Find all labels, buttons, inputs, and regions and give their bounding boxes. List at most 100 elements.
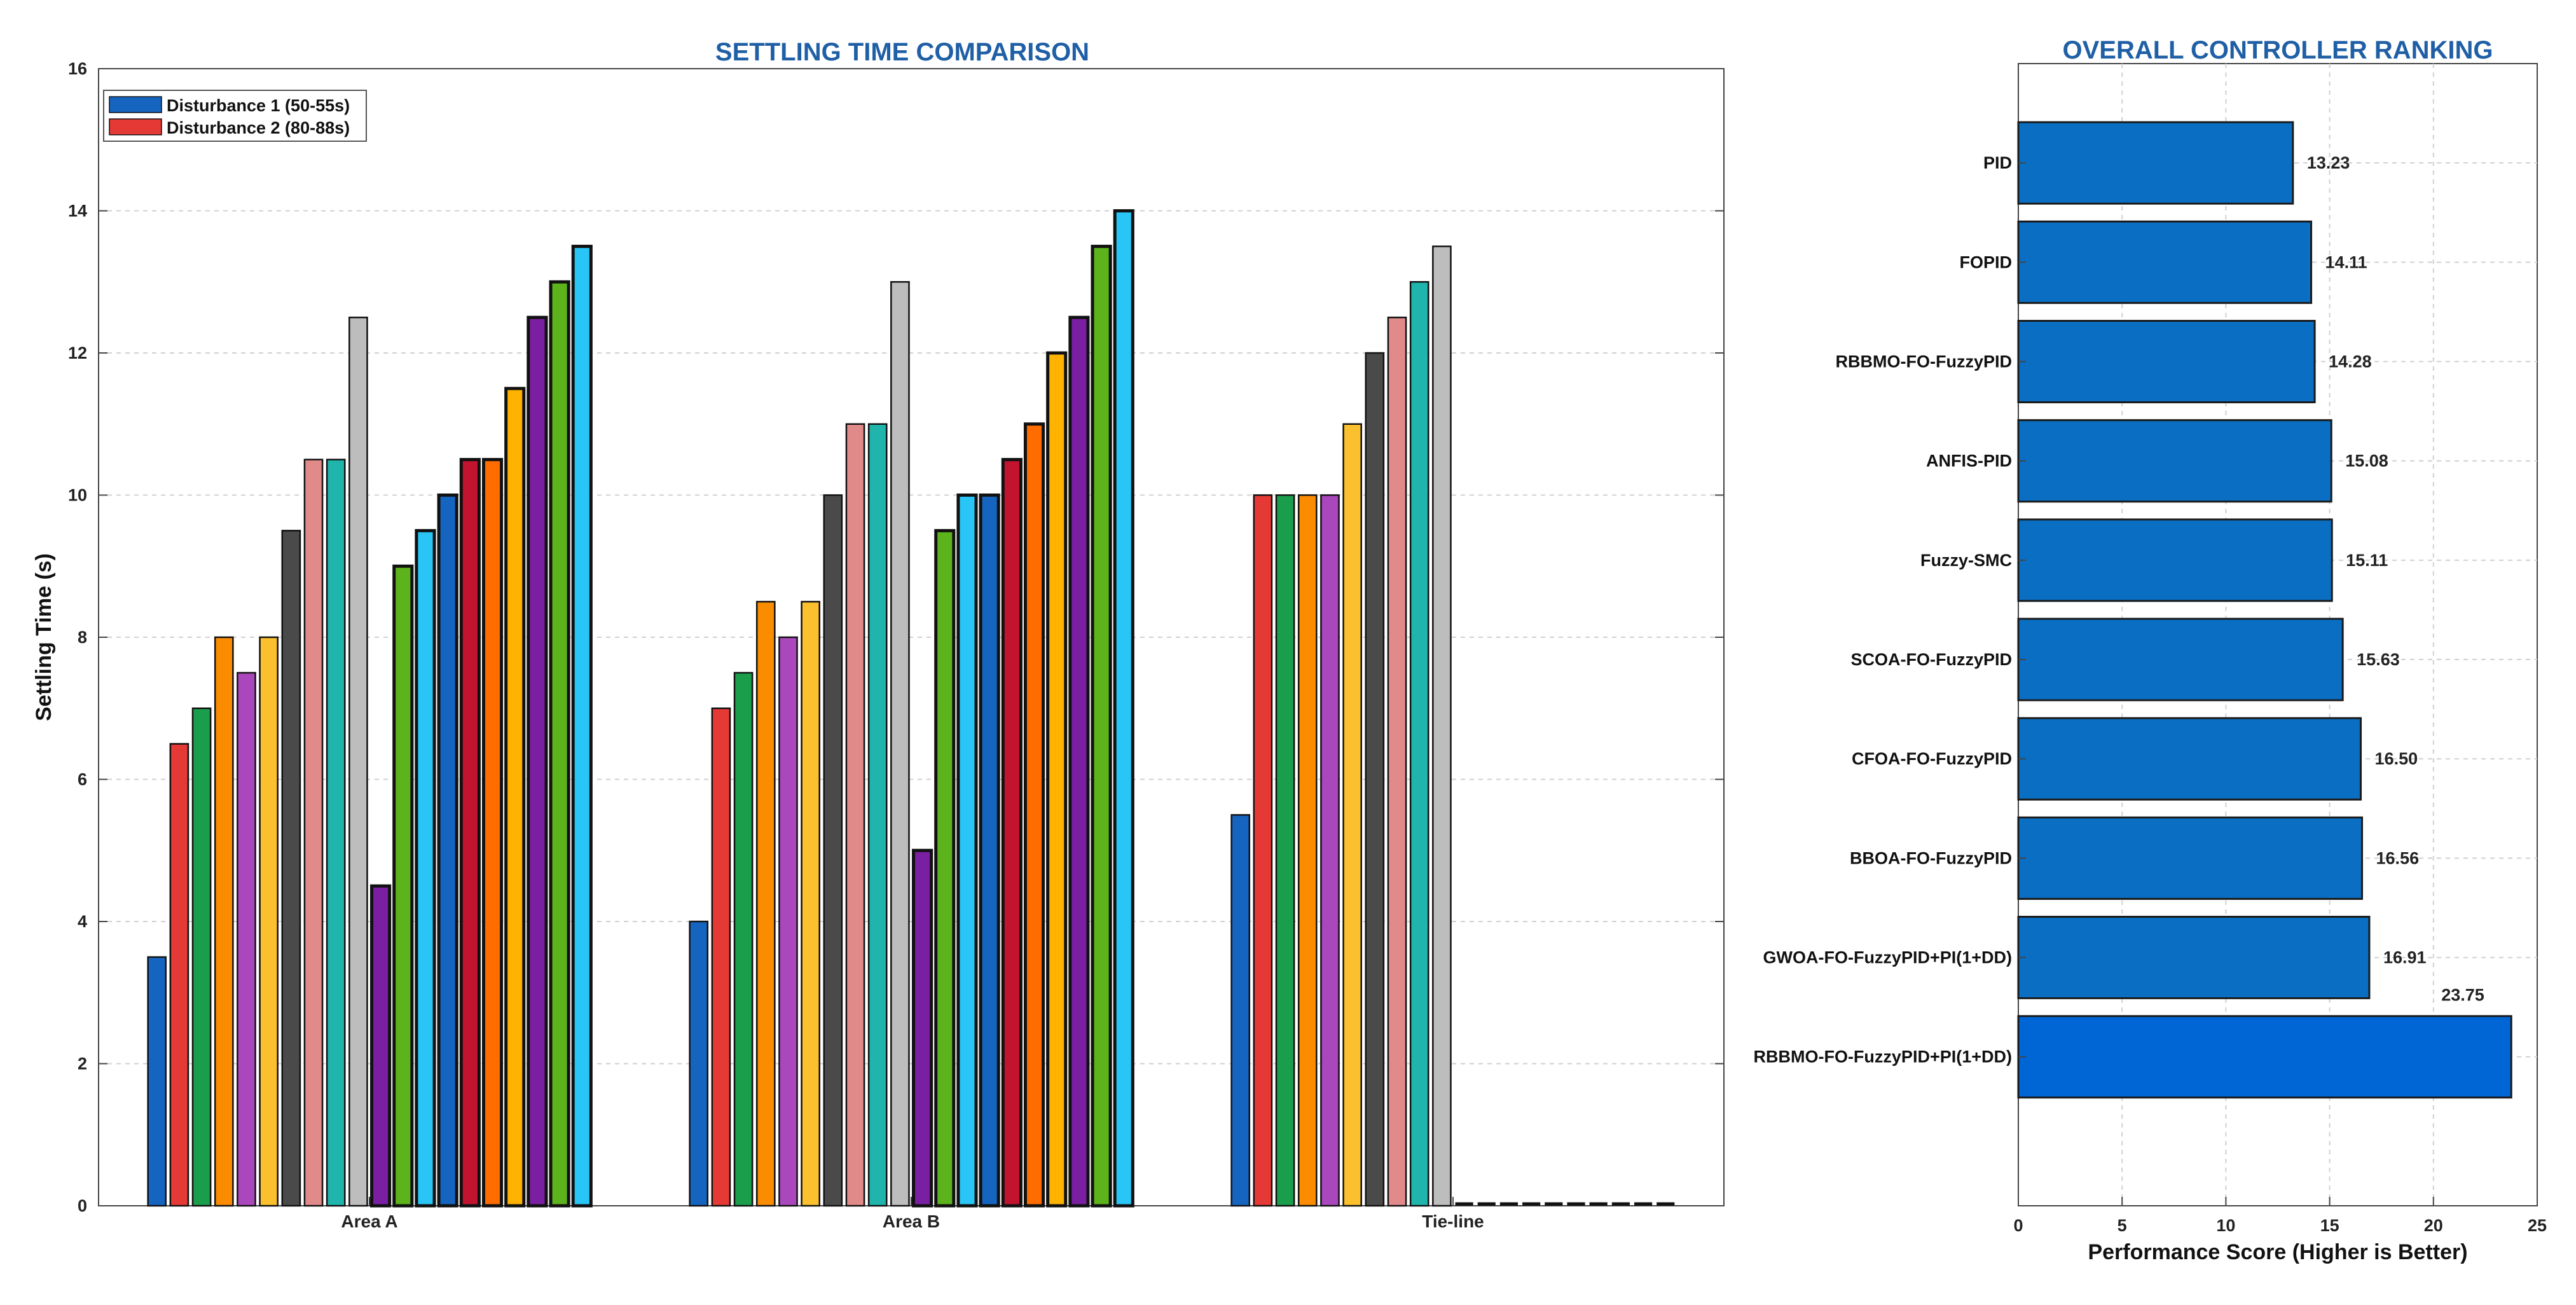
settling-time-bar <box>303 459 324 1207</box>
controller-label: CFOA-FO-FuzzyPID <box>1852 749 2012 768</box>
controller-label: ANFIS-PID <box>1926 452 2012 471</box>
x-tick-label: 20 <box>2424 1216 2443 1235</box>
controller-score-bar <box>2017 220 2313 304</box>
category-label: Tie-line <box>1422 1212 1484 1231</box>
settling-time-bar <box>1046 351 1068 1208</box>
controller-score-bar <box>2017 1015 2512 1099</box>
controller-score-value: 13.23 <box>2307 153 2350 172</box>
settling-time-bar <box>1001 458 1023 1208</box>
settling-time-bar <box>890 281 910 1207</box>
settling-time-bar <box>549 280 570 1208</box>
controller-ranking-x-ticks: 0 5 10 15 20 25 <box>2013 1197 2547 1235</box>
settling-time-bar <box>1253 494 1273 1207</box>
settling-time-bar <box>912 848 933 1208</box>
settling-time-bar <box>823 494 843 1207</box>
settling-time-bar <box>392 564 414 1208</box>
settling-time-chart: SETTLING TIME COMPARISON 0 2 4 6 8 10 12 14 16 A… <box>32 38 1725 1231</box>
settling-time-bar <box>778 636 798 1207</box>
settling-time-y-axis-label: Settling Time (s) <box>32 553 56 721</box>
controller-label: Fuzzy-SMC <box>1920 551 2012 570</box>
controller-label: BBOA-FO-FuzzyPID <box>1850 848 2012 867</box>
controller-score-bar <box>2017 419 2332 503</box>
settling-time-bar <box>1023 422 1045 1208</box>
controller-score-bar <box>2017 319 2316 404</box>
category-label: Area A <box>341 1212 397 1231</box>
controller-label: GWOA-FO-FuzzyPID+PI(1+DD) <box>1763 948 2012 967</box>
controller-score-bar <box>2017 121 2294 205</box>
controller-label: RBBMO-FO-FuzzyPID+PI(1+DD) <box>1753 1047 2012 1067</box>
legend-swatch-disturbance-1 <box>109 96 162 113</box>
category-label: Area B <box>883 1212 940 1231</box>
controller-ranking-x-axis-label: Performance Score (Higher is Better) <box>2088 1240 2467 1264</box>
settling-time-bar <box>755 600 776 1207</box>
settling-time-bar <box>1275 494 1295 1207</box>
settling-time-bar <box>1113 209 1134 1208</box>
settling-time-bar <box>845 423 865 1207</box>
legend-label-disturbance-1: Disturbance 1 (50-55s) <box>167 96 350 115</box>
settling-time-gridlines <box>99 210 1724 1065</box>
controller-score-value: 16.50 <box>2375 749 2418 768</box>
settling-time-bar <box>1068 315 1090 1208</box>
controller-score-value: 15.11 <box>2346 551 2388 570</box>
y-tick-label: 2 <box>78 1054 87 1074</box>
settling-time-bar <box>169 743 189 1207</box>
controller-label: RBBMO-FO-FuzzyPID <box>1836 352 2012 371</box>
controller-label: SCOA-FO-FuzzyPID <box>1851 650 2013 669</box>
y-tick-label: 0 <box>78 1196 87 1215</box>
legend-swatch-disturbance-2 <box>109 118 162 135</box>
y-tick-label: 4 <box>78 912 87 931</box>
settling-time-bar <box>259 636 279 1207</box>
settling-time-bar <box>214 636 234 1207</box>
settling-time-bar <box>733 672 754 1207</box>
controller-score-bar <box>2017 717 2362 801</box>
settling-time-bar <box>281 530 301 1207</box>
y-tick-label: 16 <box>68 59 87 78</box>
controller-score-bar <box>2017 518 2333 602</box>
settling-time-bar <box>867 423 888 1207</box>
settling-time-bar <box>1432 245 1452 1207</box>
settling-time-bar <box>481 458 504 1208</box>
controller-ranking-value-labels: 13.23 14.11 14.28 15.08 15.11 15.63 16.50 16.56… <box>2307 153 2484 1005</box>
settling-time-bar <box>191 707 212 1207</box>
settling-time-bar <box>711 707 731 1207</box>
settling-time-bar <box>1342 423 1362 1207</box>
settling-time-bar <box>689 920 709 1207</box>
controller-score-value: 23.75 <box>2441 986 2484 1005</box>
controller-score-bar <box>2017 816 2364 900</box>
controller-score-value: 16.56 <box>2376 848 2420 867</box>
controller-ranking-category-labels: PID FOPID RBBMO-FO-FuzzyPID ANFIS-PID Fuzzy-… <box>1753 153 2026 1067</box>
settling-time-bar <box>370 884 392 1208</box>
x-tick-label: 15 <box>2320 1216 2339 1235</box>
settling-time-bar <box>801 600 820 1207</box>
controller-score-value: 14.11 <box>2325 252 2367 272</box>
controller-ranking-bars <box>2017 121 2512 1099</box>
settling-time-bar <box>1297 494 1318 1207</box>
settling-time-chart-title: SETTLING TIME COMPARISON <box>715 38 1089 66</box>
settling-time-bar <box>956 494 978 1208</box>
x-tick-label: 10 <box>2216 1216 2235 1235</box>
y-tick-label: 8 <box>78 628 87 647</box>
controller-ranking-chart: OVERALL CONTROLLER RANKING 0 5 10 15 20 25 PI… <box>1753 36 2547 1264</box>
settling-time-bar <box>934 528 956 1208</box>
settling-time-bar <box>1230 814 1251 1207</box>
controller-ranking-chart-title: OVERALL CONTROLLER RANKING <box>2062 36 2493 64</box>
settling-time-bar <box>326 459 346 1207</box>
settling-time-bar <box>1091 244 1112 1208</box>
x-tick-label: 25 <box>2528 1216 2547 1235</box>
settling-time-bar <box>1320 494 1340 1207</box>
x-tick-label: 0 <box>2013 1216 2023 1235</box>
settling-time-bar <box>1387 316 1407 1207</box>
y-tick-label: 10 <box>68 486 87 505</box>
settling-time-bar <box>571 244 593 1208</box>
settling-time-bar <box>237 672 256 1207</box>
controller-score-bar <box>2017 618 2344 701</box>
controller-score-bar <box>2017 916 2371 1000</box>
controller-score-value: 15.08 <box>2345 452 2388 471</box>
legend-label-disturbance-2: Disturbance 2 (80-88s) <box>167 118 350 137</box>
y-tick-label: 14 <box>68 202 87 221</box>
settling-time-bars <box>147 209 1675 1208</box>
settling-time-category-labels: Area A Area B Tie-line <box>341 1197 1484 1231</box>
settling-time-bar <box>1365 352 1385 1207</box>
settling-time-bar <box>437 494 458 1208</box>
